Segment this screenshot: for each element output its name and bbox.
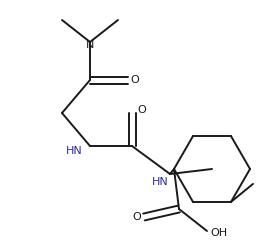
Text: HN: HN bbox=[66, 146, 82, 156]
Text: O: O bbox=[131, 75, 139, 85]
Text: HN: HN bbox=[152, 177, 168, 187]
Text: OH: OH bbox=[211, 228, 228, 238]
Text: O: O bbox=[133, 212, 141, 222]
Text: N: N bbox=[86, 40, 94, 50]
Text: O: O bbox=[138, 105, 146, 115]
